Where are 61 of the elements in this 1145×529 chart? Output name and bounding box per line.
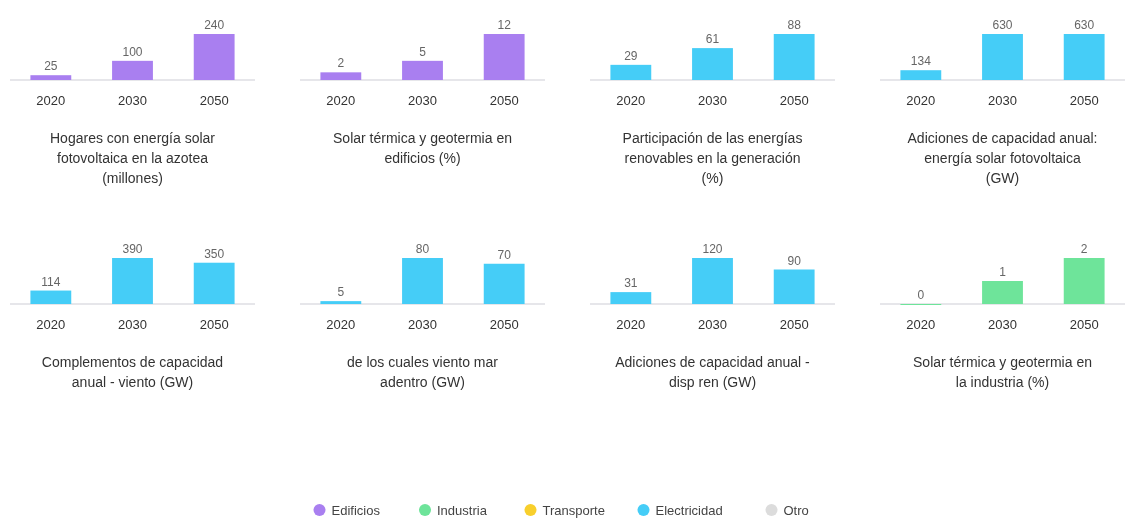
- data-label: 25: [44, 59, 58, 74]
- x-tick-label: 2050: [1069, 93, 1099, 108]
- x-tick-label: 2030: [988, 93, 1017, 108]
- data-label: 350: [204, 246, 225, 261]
- text: Solar térmica y geotermia en edificios (%): [333, 130, 512, 166]
- text: Complementos de capacidad anual - viento (GW): [41, 354, 224, 390]
- data-label: 630: [1074, 18, 1095, 32]
- x-tick-label: 2050: [489, 317, 519, 332]
- data-label: 1: [999, 265, 1007, 279]
- text: Adiciones de capacidad anual - disp ren (GW): [615, 354, 811, 390]
- x-tick-label: 2020: [36, 317, 66, 332]
- legend-label: Edificios: [331, 503, 381, 518]
- data-label: 240: [204, 18, 225, 32]
- x-tick-label: 2020: [326, 317, 356, 332]
- x-tick-label: 2050: [1069, 317, 1099, 332]
- legend-label: Electricidad: [655, 503, 723, 518]
- legend-label: Industria: [437, 503, 488, 518]
- data-label: 88: [787, 18, 802, 32]
- legend-label: Transporte: [542, 503, 605, 518]
- data-label: 29: [624, 48, 638, 63]
- x-tick-label: 2050: [779, 93, 809, 108]
- data-label: 5: [419, 44, 427, 59]
- data-label: 2: [1080, 242, 1088, 256]
- data-label: 31: [624, 276, 638, 291]
- x-tick-label: 2020: [906, 93, 936, 108]
- x-tick-label: 2030: [988, 317, 1017, 332]
- data-label: 120: [702, 242, 723, 256]
- x-tick-label: 2020: [906, 317, 936, 332]
- x-tick-label: 2030: [118, 93, 147, 108]
- x-tick-label: 2020: [36, 93, 66, 108]
- x-tick-label: 2030: [408, 93, 437, 108]
- data-label: 2: [337, 56, 345, 71]
- x-tick-label: 2030: [408, 317, 437, 332]
- data-label: 70: [497, 247, 512, 262]
- data-label: 90: [787, 253, 802, 268]
- x-tick-label: 2030: [698, 93, 727, 108]
- data-label: 134: [910, 54, 932, 69]
- text: Hogares con energía solar fotovoltaica en la azotea (millones): [50, 130, 216, 186]
- legend-label: Otro: [783, 503, 809, 518]
- text: Adiciones de capacidad anual: energía solar fotovoltaica (GW): [907, 130, 1098, 186]
- x-tick-label: 2020: [616, 93, 646, 108]
- data-label: 5: [337, 285, 345, 300]
- x-tick-label: 2050: [199, 317, 229, 332]
- x-tick-label: 2020: [616, 317, 646, 332]
- text: Participación de las energías renovables en la generación (%): [622, 130, 803, 186]
- data-label: 0: [917, 288, 925, 302]
- text: Solar térmica y geotermia en la industria (%): [913, 354, 1092, 390]
- data-label: 100: [122, 44, 143, 59]
- text: de los cuales viento mar adentro (GW): [347, 354, 499, 390]
- data-label: 630: [992, 18, 1013, 32]
- x-tick-label: 2030: [118, 317, 147, 332]
- data-label: 390: [122, 242, 143, 256]
- data-label: 12: [497, 18, 512, 32]
- x-tick-label: 2050: [199, 93, 229, 108]
- x-tick-label: 2050: [779, 317, 809, 332]
- x-tick-label: 2020: [326, 93, 356, 108]
- data-label: 80: [415, 242, 430, 256]
- x-tick-label: 2050: [489, 93, 519, 108]
- data-label: 61: [705, 32, 720, 47]
- x-tick-label: 2030: [698, 317, 727, 332]
- data-label: 114: [41, 274, 61, 289]
